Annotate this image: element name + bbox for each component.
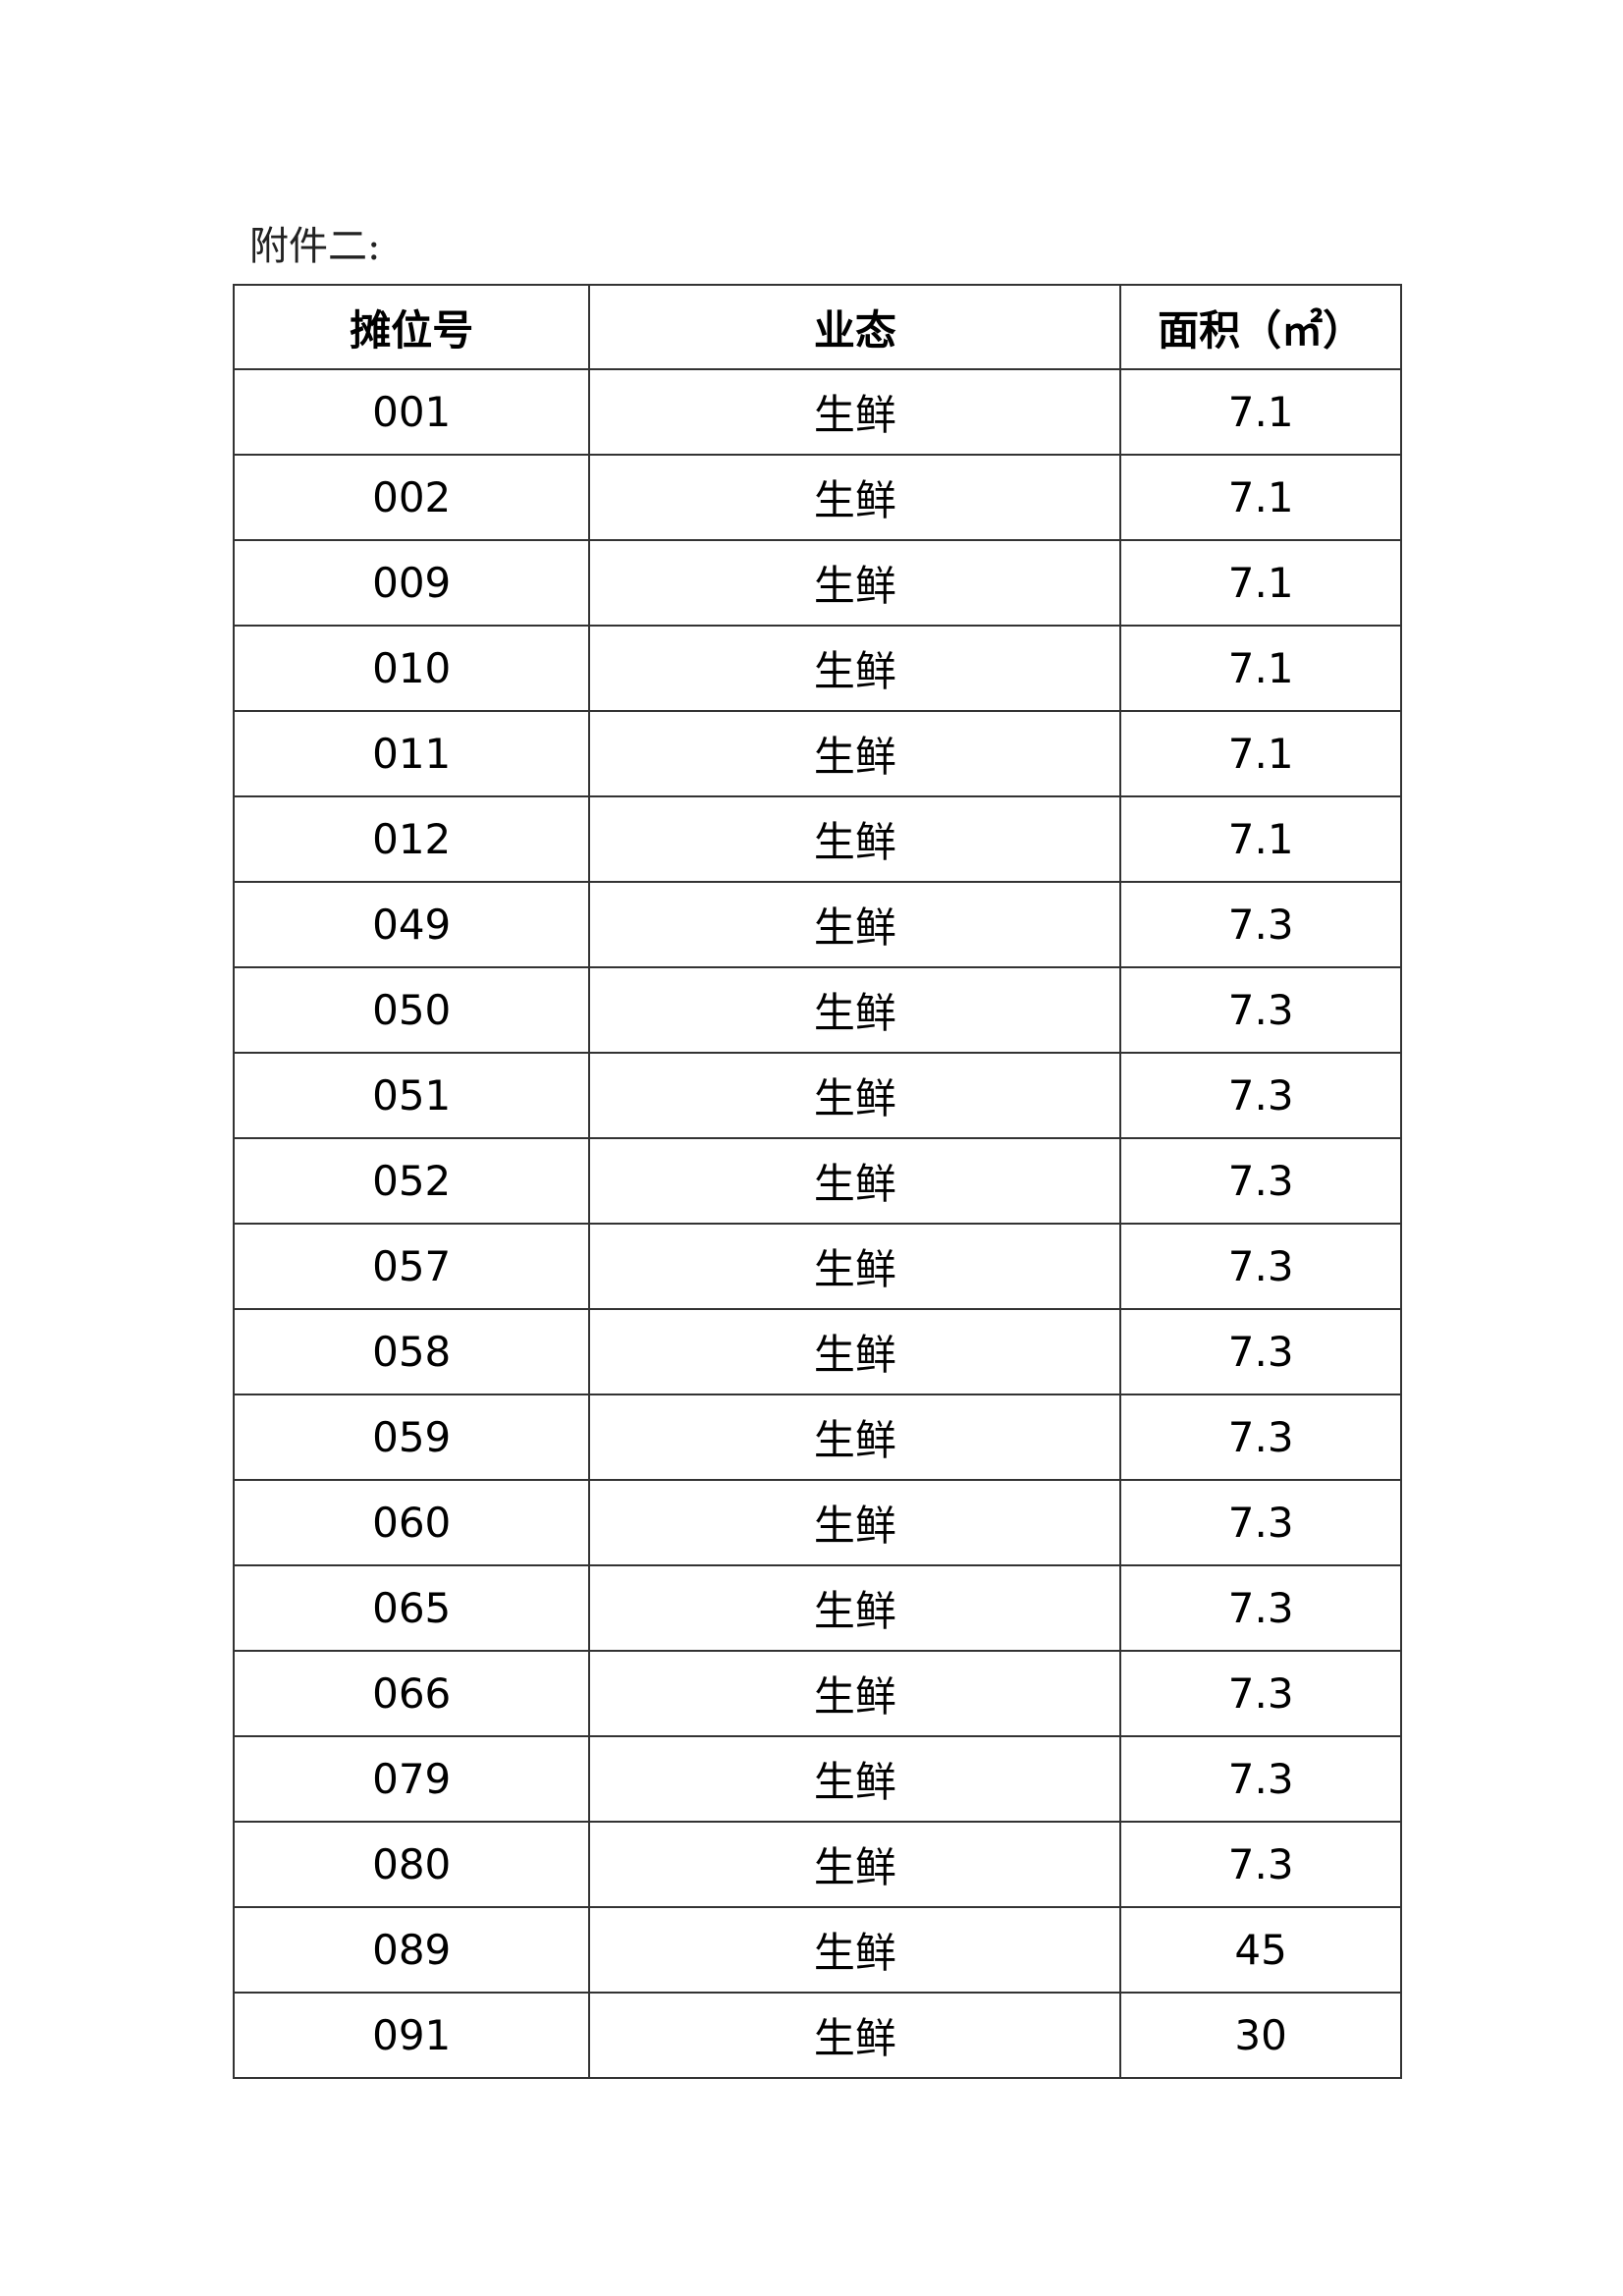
stall-number-cell: 060 — [232, 1479, 591, 1566]
business-type-cell: 生鲜 — [588, 710, 1122, 797]
table-row: 065 生鲜 7.3 — [232, 1564, 1402, 1652]
table-row: 049 生鲜 7.3 — [232, 881, 1402, 968]
business-type-cell: 生鲜 — [588, 966, 1122, 1054]
business-type-cell: 生鲜 — [588, 368, 1122, 456]
area-cell: 7.3 — [1119, 881, 1402, 968]
attachment-title: 附件二: — [249, 224, 381, 269]
business-type-cell: 生鲜 — [588, 1906, 1122, 1994]
business-type-cell: 生鲜 — [588, 881, 1122, 968]
area-cell: 7.3 — [1119, 1650, 1402, 1737]
area-cell: 7.1 — [1119, 795, 1402, 883]
table-row: 002 生鲜 7.1 — [232, 454, 1402, 541]
area-cell: 7.3 — [1119, 1821, 1402, 1908]
stall-number-cell: 010 — [232, 625, 591, 712]
table-row: 058 生鲜 7.3 — [232, 1308, 1402, 1395]
stall-number-cell: 050 — [232, 966, 591, 1054]
table-row: 001 生鲜 7.1 — [232, 368, 1402, 456]
table-row: 052 生鲜 7.3 — [232, 1137, 1402, 1225]
area-cell: 7.3 — [1119, 1052, 1402, 1139]
area-cell: 7.3 — [1119, 1308, 1402, 1395]
table-row: 011 生鲜 7.1 — [232, 710, 1402, 797]
stall-number-cell: 058 — [232, 1308, 591, 1395]
stall-number-cell: 059 — [232, 1394, 591, 1481]
area-cell: 7.3 — [1119, 966, 1402, 1054]
stall-number-cell: 066 — [232, 1650, 591, 1737]
header-stall-number: 摊位号 — [232, 284, 591, 370]
stall-number-cell: 049 — [232, 881, 591, 968]
area-cell: 7.3 — [1119, 1479, 1402, 1566]
business-type-cell: 生鲜 — [588, 1223, 1122, 1310]
table-row: 089 生鲜 45 — [232, 1906, 1402, 1994]
stall-number-cell: 002 — [232, 454, 591, 541]
stall-number-cell: 052 — [232, 1137, 591, 1225]
stall-number-cell: 079 — [232, 1735, 591, 1823]
business-type-cell: 生鲜 — [588, 1308, 1122, 1395]
area-cell: 7.1 — [1119, 710, 1402, 797]
area-cell: 7.3 — [1119, 1137, 1402, 1225]
business-type-cell: 生鲜 — [588, 1137, 1122, 1225]
table-row: 080 生鲜 7.3 — [232, 1821, 1402, 1908]
area-cell: 7.3 — [1119, 1394, 1402, 1481]
table-row: 009 生鲜 7.1 — [232, 539, 1402, 627]
business-type-cell: 生鲜 — [588, 1394, 1122, 1481]
stall-number-cell: 089 — [232, 1906, 591, 1994]
stall-number-cell: 080 — [232, 1821, 591, 1908]
area-cell: 7.1 — [1119, 539, 1402, 627]
business-type-cell: 生鲜 — [588, 1821, 1122, 1908]
area-cell: 7.3 — [1119, 1735, 1402, 1823]
stall-table: 摊位号 业态 面积（㎡） 001 生鲜 7.1 002 生鲜 7.1 009 生鲜 7.1 010… — [232, 284, 1402, 2079]
business-type-cell: 生鲜 — [588, 1735, 1122, 1823]
table-row: 059 生鲜 7.3 — [232, 1394, 1402, 1481]
stall-number-cell: 011 — [232, 710, 591, 797]
area-cell: 45 — [1119, 1906, 1402, 1994]
area-cell: 7.1 — [1119, 454, 1402, 541]
area-cell: 30 — [1119, 1992, 1402, 2079]
table-row: 091 生鲜 30 — [232, 1992, 1402, 2079]
business-type-cell: 生鲜 — [588, 1052, 1122, 1139]
stall-number-cell: 057 — [232, 1223, 591, 1310]
stall-number-cell: 001 — [232, 368, 591, 456]
business-type-cell: 生鲜 — [588, 1479, 1122, 1566]
business-type-cell: 生鲜 — [588, 1650, 1122, 1737]
table-row: 051 生鲜 7.3 — [232, 1052, 1402, 1139]
area-cell: 7.1 — [1119, 625, 1402, 712]
business-type-cell: 生鲜 — [588, 539, 1122, 627]
table-header-row: 摊位号 业态 面积（㎡） — [232, 284, 1402, 370]
business-type-cell: 生鲜 — [588, 1564, 1122, 1652]
table-row: 066 生鲜 7.3 — [232, 1650, 1402, 1737]
stall-number-cell: 051 — [232, 1052, 591, 1139]
area-cell: 7.3 — [1119, 1223, 1402, 1310]
business-type-cell: 生鲜 — [588, 625, 1122, 712]
business-type-cell: 生鲜 — [588, 1992, 1122, 2079]
header-business-type: 业态 — [588, 284, 1122, 370]
business-type-cell: 生鲜 — [588, 795, 1122, 883]
table-row: 079 生鲜 7.3 — [232, 1735, 1402, 1823]
table-row: 057 生鲜 7.3 — [232, 1223, 1402, 1310]
stall-number-cell: 065 — [232, 1564, 591, 1652]
stall-number-cell: 091 — [232, 1992, 591, 2079]
table-row: 010 生鲜 7.1 — [232, 625, 1402, 712]
stall-number-cell: 009 — [232, 539, 591, 627]
table-row: 050 生鲜 7.3 — [232, 966, 1402, 1054]
stall-number-cell: 012 — [232, 795, 591, 883]
table-row: 012 生鲜 7.1 — [232, 795, 1402, 883]
business-type-cell: 生鲜 — [588, 454, 1122, 541]
table-body: 001 生鲜 7.1 002 生鲜 7.1 009 生鲜 7.1 010 生鲜 7.1 011 生鲜 7.1… — [232, 368, 1402, 2079]
header-area: 面积（㎡） — [1119, 284, 1402, 370]
table-row: 060 生鲜 7.3 — [232, 1479, 1402, 1566]
area-cell: 7.3 — [1119, 1564, 1402, 1652]
area-cell: 7.1 — [1119, 368, 1402, 456]
